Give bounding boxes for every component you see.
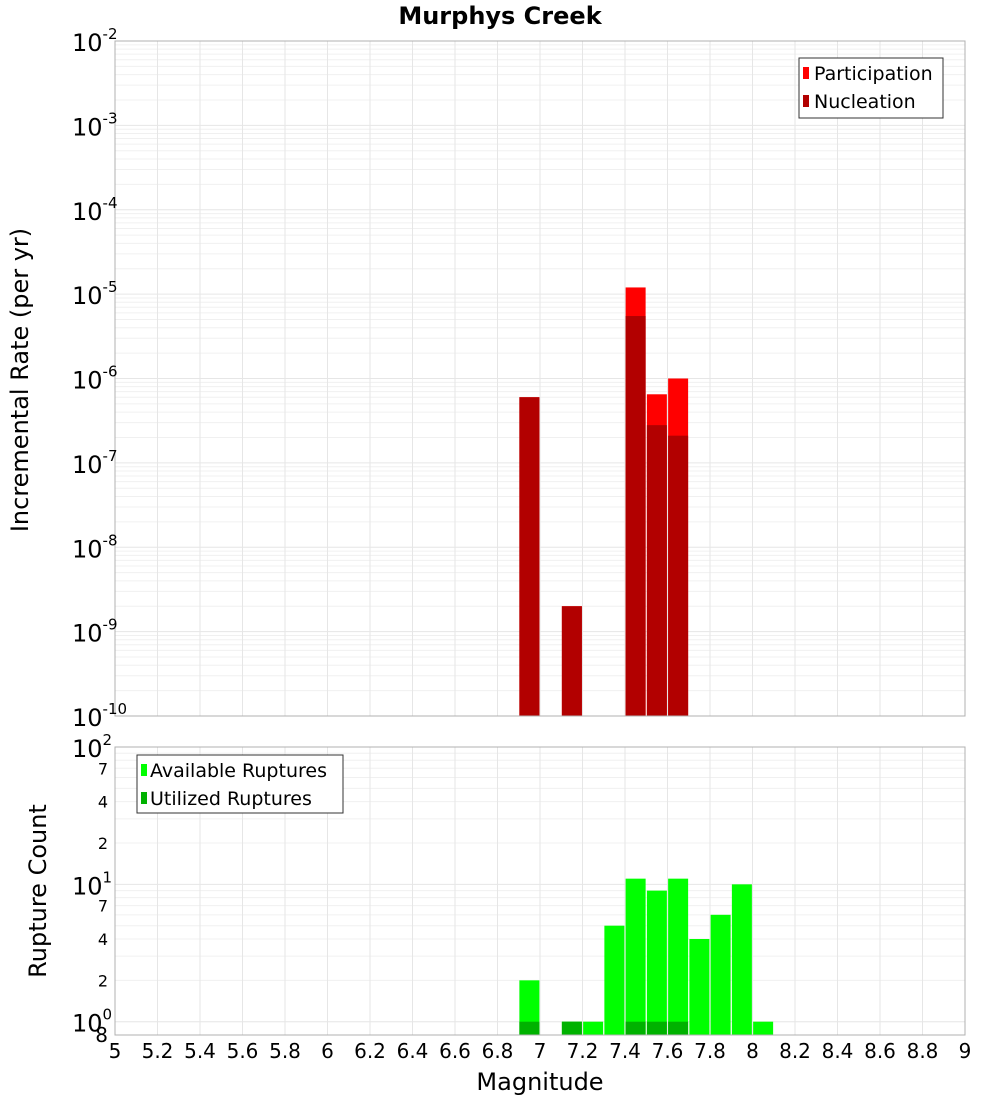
bottom-y-tick-label: 100 bbox=[72, 1006, 112, 1038]
x-tick-label: 7.4 bbox=[609, 1039, 641, 1063]
x-tick-label: 9 bbox=[959, 1039, 972, 1063]
top-legend: Participation Nucleation bbox=[798, 57, 944, 119]
top-y-tick-label: 10-7 bbox=[72, 447, 118, 479]
x-tick-label: 8.2 bbox=[779, 1039, 811, 1063]
x-tick-label: 5.8 bbox=[269, 1039, 301, 1063]
utilized-ruptures-bar bbox=[561, 1021, 582, 1035]
bottom-y-edge-label: 8 bbox=[95, 1023, 108, 1047]
bottom-legend-box bbox=[136, 754, 344, 814]
x-tick-label: 8.4 bbox=[822, 1039, 854, 1063]
available-ruptures-bar bbox=[583, 1021, 604, 1035]
nucleation-bar bbox=[561, 606, 582, 716]
legend-label: Available Ruptures bbox=[150, 760, 327, 782]
x-tick-label: 7.8 bbox=[694, 1039, 726, 1063]
top-y-ticks: 10-10 10-9 10-8 10-7 10-6 10-5 10-4 10-3 10-2 bbox=[72, 25, 127, 732]
legend-swatch bbox=[803, 95, 809, 107]
utilized-ruptures-bar bbox=[646, 1021, 667, 1035]
nucleation-bar bbox=[519, 397, 540, 716]
top-y-tick-label: 10-10 bbox=[72, 700, 127, 732]
legend-swatch bbox=[803, 67, 809, 79]
available-ruptures-bar bbox=[519, 980, 540, 1035]
x-tick-label: 7.2 bbox=[567, 1039, 599, 1063]
nucleation-bar bbox=[625, 316, 646, 716]
chart-title: Murphys Creek bbox=[398, 2, 602, 30]
utilized-ruptures-bar bbox=[625, 1021, 646, 1035]
available-ruptures-bar bbox=[625, 878, 646, 1035]
utilized-ruptures-bar bbox=[668, 1021, 689, 1035]
legend-label: Participation bbox=[814, 63, 933, 85]
legend-label: Utilized Ruptures bbox=[150, 788, 312, 810]
x-tick-label: 6.2 bbox=[354, 1039, 386, 1063]
x-tick-label: 6.6 bbox=[439, 1039, 471, 1063]
bottom-y-minor-tick-label: 4 bbox=[98, 930, 108, 949]
top-legend-box bbox=[798, 57, 944, 119]
top-y-tick-label: 10-8 bbox=[72, 531, 118, 563]
x-tick-label: 6.4 bbox=[397, 1039, 429, 1063]
top-y-tick-label: 10-6 bbox=[72, 363, 118, 395]
top-bars bbox=[519, 287, 689, 716]
x-tick-label: 8.8 bbox=[907, 1039, 939, 1063]
top-y-tick-label: 10-5 bbox=[72, 278, 118, 310]
top-plot: 10-10 10-9 10-8 10-7 10-6 10-5 10-4 10-3 10-2 Par… bbox=[72, 25, 966, 732]
top-plot-border bbox=[114, 40, 966, 717]
x-tick-label: 5.2 bbox=[142, 1039, 174, 1063]
x-tick-label: 6.8 bbox=[482, 1039, 514, 1063]
bottom-y-ticks: 100 101 102 2 4 7 2 4 7 8 bbox=[72, 731, 112, 1047]
bottom-bars bbox=[519, 878, 774, 1035]
bottom-plot-border bbox=[114, 746, 966, 1036]
bottom-y-tick-label: 101 bbox=[72, 868, 112, 900]
top-y-axis-label: Incremental Rate (per yr) bbox=[6, 228, 34, 532]
x-tick-label: 8.6 bbox=[864, 1039, 896, 1063]
x-tick-label: 5.4 bbox=[184, 1039, 216, 1063]
legend-label: Nucleation bbox=[814, 91, 916, 113]
nucleation-bar bbox=[646, 425, 667, 716]
bottom-y-axis-label: Rupture Count bbox=[24, 804, 52, 978]
bottom-y-minor-tick-label: 7 bbox=[98, 759, 108, 778]
available-ruptures-bar bbox=[689, 939, 710, 1035]
top-y-tick-label: 10-2 bbox=[72, 25, 118, 57]
available-ruptures-bar bbox=[668, 878, 689, 1035]
bottom-y-minor-tick-label: 4 bbox=[98, 793, 108, 812]
x-axis-label: Magnitude bbox=[476, 1068, 603, 1096]
x-tick-label: 8 bbox=[746, 1039, 759, 1063]
top-y-tick-label: 10-4 bbox=[72, 194, 118, 226]
bottom-y-minor-tick-label: 2 bbox=[98, 834, 108, 853]
legend-swatch bbox=[141, 792, 147, 804]
bottom-y-tick-label: 102 bbox=[72, 731, 112, 763]
x-tick-label: 5.6 bbox=[227, 1039, 259, 1063]
utilized-ruptures-bar bbox=[519, 1021, 540, 1035]
x-tick-label: 7 bbox=[534, 1039, 547, 1063]
available-ruptures-bar bbox=[646, 890, 667, 1035]
legend-swatch bbox=[141, 764, 147, 776]
available-ruptures-bar bbox=[604, 925, 625, 1035]
available-ruptures-bar bbox=[710, 914, 731, 1035]
x-tick-label: 6 bbox=[321, 1039, 334, 1063]
bottom-y-minor-tick-label: 7 bbox=[98, 897, 108, 916]
x-tick-label: 5 bbox=[109, 1039, 122, 1063]
nucleation-bar bbox=[668, 435, 689, 716]
top-grid bbox=[114, 40, 966, 717]
x-tick-label: 7.6 bbox=[652, 1039, 684, 1063]
top-y-tick-label: 10-3 bbox=[72, 109, 118, 141]
x-ticks: 5 5.2 5.4 5.6 5.8 6 6.2 6.4 6.6 6.8 7 7.2 7.4 7.6 7.8 8… bbox=[109, 1039, 972, 1063]
available-ruptures-bar bbox=[753, 1021, 774, 1035]
available-ruptures-bar bbox=[731, 884, 752, 1035]
top-y-tick-label: 10-9 bbox=[72, 616, 118, 648]
bottom-y-minor-tick-label: 2 bbox=[98, 971, 108, 990]
bottom-legend: Available Ruptures Utilized Ruptures bbox=[136, 754, 344, 814]
